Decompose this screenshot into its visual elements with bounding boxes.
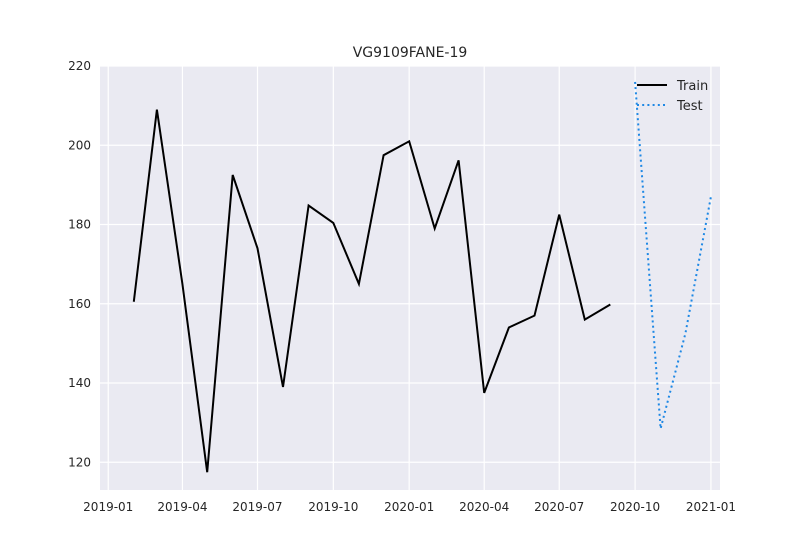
x-tick-label: 2020-04: [459, 500, 509, 514]
x-tick-label: 2020-07: [534, 500, 584, 514]
y-tick-label: 140: [68, 376, 91, 390]
axis-ticks: 2019-01 2019-04 2019-07 2019-10 2020-01 2020-…: [68, 59, 736, 514]
x-tick-label: 2019-07: [232, 500, 282, 514]
x-tick-label: 2019-01: [83, 500, 133, 514]
series-line-test: [634, 81, 712, 429]
x-tick-label: 2020-01: [384, 500, 434, 514]
y-tick-label: 180: [68, 218, 91, 232]
y-tick-label: 160: [68, 297, 91, 311]
plot-area: [100, 66, 720, 490]
chart-title: VG9109FANE-19: [353, 45, 468, 61]
y-tick-label: 220: [68, 59, 91, 73]
y-tick-label: 120: [68, 455, 91, 469]
legend-label-test: Test: [676, 99, 703, 114]
y-tick-label: 200: [68, 138, 91, 152]
x-tick-label: 2019-10: [308, 500, 358, 514]
x-tick-label: 2019-04: [157, 500, 207, 514]
series-lines: [132, 81, 712, 473]
x-tick-label: 2020-10: [610, 500, 660, 514]
series-line-train: [132, 109, 611, 473]
legend: Train Test: [637, 79, 708, 114]
legend-label-train: Train: [676, 79, 708, 94]
x-tick-label: 2021-01: [686, 500, 736, 514]
